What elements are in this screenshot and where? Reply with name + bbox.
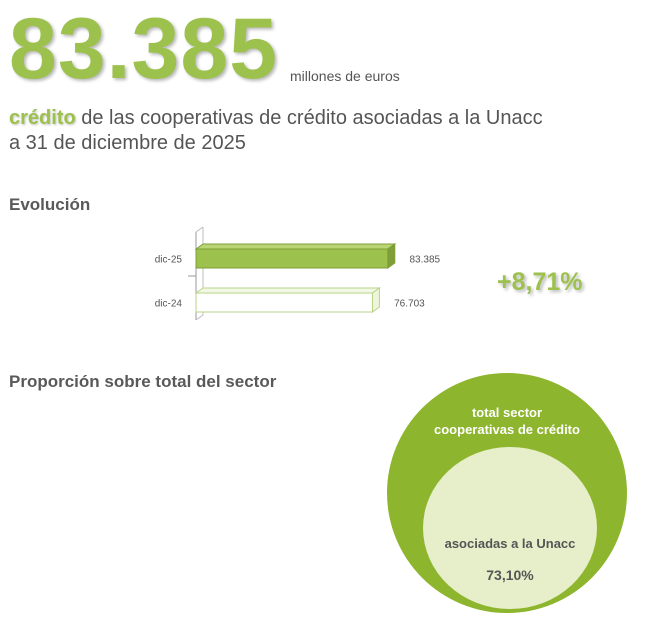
headline-highlight: crédito	[9, 107, 76, 129]
evolution-title: Evolución	[9, 195, 91, 214]
unacc-share-value: 73,10%	[486, 567, 534, 583]
credit-unit-label: millones de euros	[290, 68, 400, 84]
unacc-share-circle	[423, 447, 597, 609]
credit-total-value: 83.385	[9, 1, 279, 97]
category-label-dic-25: dic-25	[155, 255, 183, 266]
growth-percentage: +8,71%	[497, 268, 583, 296]
axis-top-line	[195, 226, 204, 233]
bar-top-dic-25	[194, 243, 397, 250]
headline-line1-rest: de las cooperativas de crédito asociadas…	[75, 107, 543, 129]
sector-total-label: total sector cooperativas de crédito	[407, 404, 607, 438]
evolution-bar-chart: dic-25 83.385 dic-24 76.703	[155, 226, 441, 321]
value-label-dic-25: 83.385	[409, 255, 440, 266]
sector-total-label-line1: total sector	[471, 405, 543, 420]
unacc-share-label: asociadas a la Unacc	[444, 536, 576, 551]
headline-text: crédito de las cooperativas de crédito a…	[9, 106, 543, 156]
bar-dic-25	[195, 248, 389, 269]
bar-dic-24	[195, 292, 373, 313]
headline-line2: a 31 de diciembre de 2025	[9, 132, 246, 154]
proportion-title: Proporción sobre total del sector	[9, 372, 277, 391]
value-label-dic-24: 76.703	[394, 299, 425, 310]
category-label-dic-24: dic-24	[155, 299, 183, 310]
bar-top-dic-24	[194, 287, 381, 294]
sector-total-label-line2: cooperativas de crédito	[434, 422, 580, 437]
axis-bottom-line	[195, 314, 204, 321]
